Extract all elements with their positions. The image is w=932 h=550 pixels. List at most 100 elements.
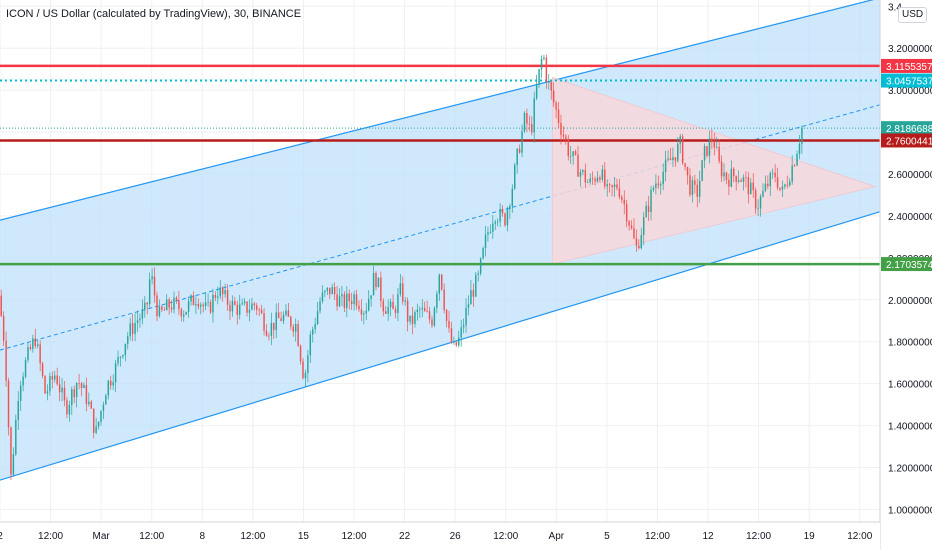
candle-body <box>46 391 49 394</box>
candle-body <box>290 316 292 327</box>
candle-body <box>251 303 253 310</box>
candle-body <box>114 363 117 383</box>
candle-body <box>538 69 540 85</box>
candle-body <box>482 247 484 259</box>
candle-body <box>207 301 209 303</box>
candle-body <box>686 166 689 176</box>
candle-body <box>550 81 552 91</box>
candle-body <box>100 410 102 422</box>
candle-body <box>382 300 385 312</box>
candle-body <box>32 338 34 350</box>
candle-body <box>107 380 110 396</box>
candle-body <box>584 170 587 183</box>
candle-body <box>394 309 397 314</box>
candle-body <box>314 324 316 330</box>
candle-body <box>122 355 124 357</box>
candle-body <box>80 383 83 389</box>
candle-body <box>148 279 151 305</box>
candle-body <box>635 238 638 246</box>
x-tick-label: 12:00 <box>746 531 771 542</box>
x-tick-label: 5 <box>604 531 610 542</box>
candle-body <box>630 225 633 228</box>
candle-body <box>677 143 679 161</box>
candle-body <box>467 304 470 308</box>
candle-body <box>489 231 492 233</box>
candle-body <box>307 355 309 373</box>
x-tick-label: 19 <box>804 531 816 542</box>
candle-body <box>127 336 129 344</box>
candle-body <box>428 311 431 320</box>
candle-body <box>535 84 538 99</box>
candle-body <box>22 376 24 386</box>
candle-body <box>141 309 144 319</box>
candle-body <box>83 384 85 389</box>
candle-body <box>260 309 263 314</box>
candle-body <box>545 57 548 83</box>
candle-body <box>0 295 2 316</box>
candle-body <box>5 340 7 381</box>
candle-body <box>56 375 58 385</box>
candle-body <box>343 294 346 308</box>
candle-body <box>470 290 472 305</box>
candle-body <box>708 138 711 156</box>
candle-body <box>664 159 667 172</box>
y-tick-label: 1.60000000 <box>888 380 932 391</box>
candle-body <box>49 376 51 392</box>
candle-body <box>623 199 625 205</box>
candle-body <box>316 311 319 325</box>
candle-body <box>105 395 107 405</box>
candle-body <box>380 277 382 301</box>
candle-body <box>543 57 545 60</box>
price-axis-bg <box>880 0 932 550</box>
candle-body <box>801 127 803 144</box>
candle-body <box>139 318 141 321</box>
candle-body <box>764 183 767 191</box>
candle-body <box>217 296 219 298</box>
candle-body <box>638 245 640 249</box>
candle-body <box>733 168 735 177</box>
candle-body <box>557 109 560 123</box>
level-label-bg-4 <box>881 257 932 272</box>
candle-body <box>431 319 433 326</box>
x-tick-label: 12:00 <box>240 531 265 542</box>
candle-body <box>17 400 19 420</box>
candle-body <box>409 315 411 322</box>
candle-body <box>411 315 414 324</box>
candle-body <box>309 334 312 356</box>
candle-body <box>594 179 596 182</box>
candle-body <box>185 311 187 315</box>
candle-body <box>774 172 776 178</box>
candle-body <box>406 300 409 322</box>
candle-body <box>202 304 204 306</box>
candle-body <box>798 143 801 154</box>
x-tick-label: 12:00 <box>847 531 872 542</box>
candle-body <box>346 293 348 308</box>
channel-mid-line <box>0 104 881 351</box>
candle-body <box>355 294 358 306</box>
candle-body <box>36 344 39 346</box>
currency-button[interactable]: USD <box>898 7 928 23</box>
candle-body <box>569 155 572 157</box>
candle-body <box>518 148 521 153</box>
candle-body <box>628 221 630 226</box>
candle-body <box>399 283 402 295</box>
candle-body <box>501 208 504 214</box>
candle-body <box>784 184 786 187</box>
candle-body <box>487 232 489 235</box>
candle-body <box>448 320 450 329</box>
candle-body <box>421 307 423 310</box>
candle-body <box>516 148 518 166</box>
candle-body <box>608 184 611 186</box>
candle-body <box>119 356 122 358</box>
candle-body <box>691 180 694 195</box>
x-tick-label: Apr <box>549 531 565 542</box>
candle-body <box>275 312 277 331</box>
x-tick-label: 12:00 <box>645 531 670 542</box>
candle-body <box>385 311 387 314</box>
y-tick-label: 3.4 <box>888 2 902 13</box>
x-tick-label: Mar <box>93 531 111 542</box>
candle-body <box>299 345 302 362</box>
candle-body <box>730 168 733 187</box>
